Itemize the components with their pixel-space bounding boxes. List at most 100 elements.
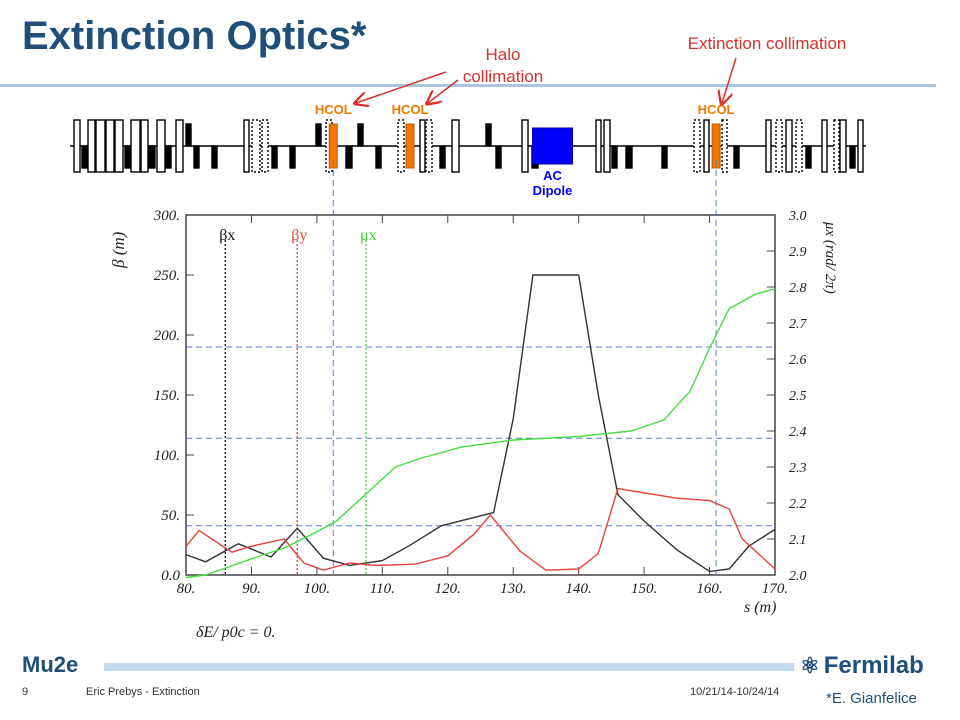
lattice-magnet-48 [805,145,812,169]
x-tick-label: 170. [762,581,788,597]
lattice-magnet-17 [251,119,261,173]
lattice-magnet-20 [289,145,296,169]
lattice-magnet-31 [485,123,492,147]
lattice-magnet-10 [156,119,166,173]
lattice-magnet-23 [345,145,353,169]
lattice-magnet-53 [857,119,864,173]
lattice-magnet-2 [87,119,96,173]
lattice-magnet-11 [165,145,172,169]
lattice-magnet-49 [821,119,828,173]
lattice-magnet-32 [495,145,502,169]
ac-dipole [531,127,573,165]
x-tick-label: 120. [435,581,461,597]
y-axis-left-label: β (m) [109,231,128,269]
lattice-magnet-33 [521,119,529,173]
x-tick-label: 140. [566,581,592,597]
lattice-magnet-50 [833,119,840,173]
lattice-magnet-44 [765,119,772,173]
lattice-magnet-6 [124,145,132,169]
lattice-magnet-21 [315,123,322,147]
collimator-2 [711,123,721,169]
footer-project: Mu2e [22,652,79,677]
lattice-magnet-24 [357,123,364,147]
lattice-magnet-27 [419,119,426,173]
y-right-tick-label: 2.3 [789,461,807,476]
collimator-label-1: HCOL [392,102,429,117]
lattice-magnet-51 [839,119,847,173]
lattice-magnet-38 [625,145,633,169]
legend-label-0: βx [219,227,235,244]
page-number: 9 [22,686,29,698]
lattice-magnet-47 [795,119,803,173]
y-right-tick-label: 3.0 [788,209,807,224]
y-axis-right-label: μx (rad/ 2π) [822,221,838,294]
lattice-magnet-8 [140,119,149,173]
lattice-magnet-19 [271,145,278,169]
y-right-tick-label: 2.7 [789,317,808,332]
credit-note: *E. Gianfelice [826,690,917,707]
lattice-magnet-41 [703,119,710,173]
y-left-tick-label: 300. [153,208,180,224]
axis-ticks: 80. 90. 100. 110. 120. 130. 140. 150. 160. 170. 0.… [153,208,808,597]
lattice-magnet-3 [95,119,106,173]
series-line-2 [185,288,776,579]
plot-area: 80. 90. 100. 110. 120. 130. 140. 150. 160. 170. 0.… [153,160,808,597]
lattice-magnet-26 [397,119,405,173]
lattice-magnet-13 [185,123,192,147]
lattice-magnet-52 [849,145,856,169]
y-left-tick-label: 200. [154,328,180,344]
y-right-tick-label: 2.0 [789,569,807,584]
x-tick-label: 100. [304,581,330,597]
lattice-magnet-46 [785,119,793,173]
lattice-magnet-1 [81,145,88,169]
lattice-magnet-18 [261,119,269,173]
y-left-tick-label: 250. [154,268,180,284]
lattice-magnet-43 [733,145,740,169]
ac-dipole-label-2: Dipole [533,183,573,198]
lattice-magnet-16 [243,119,250,173]
lattice-magnet-45 [775,119,783,173]
extinction-arrow [722,57,737,103]
lattice-magnet-37 [611,145,618,169]
y-right-tick-label: 2.5 [789,389,807,404]
footer-author: Eric Prebys - Extinction [86,686,200,698]
lattice-magnet-35 [595,119,602,173]
x-axis-label: s (m) [744,599,776,616]
y-left-tick-label: 150. [154,388,180,404]
collimator-0 [328,123,338,169]
lattice-magnet-30 [451,119,460,173]
chart-footnote: δE/ p0c = 0. [196,624,276,641]
footer-bar [104,663,794,671]
fermilab-icon: ⚛ [800,653,820,678]
lattice-magnet-28 [425,119,433,173]
slide-title: Extinction Optics* [22,14,367,58]
lattice-magnet-36 [603,119,611,173]
legend-label-1: βy [291,227,307,244]
fermilab-logo: ⚛ Fermilab [800,652,924,680]
lattice-magnet-14 [193,145,200,169]
collimator-label-0: HCOL [315,102,352,117]
lattice-magnet-0 [73,119,81,173]
ac-dipole-label-1: AC [543,168,562,183]
lattice-magnet-15 [211,145,218,169]
lattice-magnet-7 [130,119,141,173]
y-right-tick-label: 2.8 [789,281,807,296]
halo-collimation-label: Halo collimation [462,45,544,86]
y-right-tick-label: 2.1 [789,533,807,548]
series-line-0 [185,274,776,573]
collimator-1 [405,123,415,169]
y-right-tick-label: 2.4 [789,425,807,440]
curves [185,274,776,579]
reference-lines [186,160,775,575]
legend-markers: βx βy μx [219,227,377,575]
extinction-collimation-label: Extinction collimation [687,34,847,53]
x-tick-label: 80. [177,581,196,597]
x-tick-label: 130. [500,581,526,597]
lattice-magnet-29 [439,145,446,169]
legend-label-2: μx [360,227,377,244]
collimator-label-2: HCOL [698,102,735,117]
lattice-magnet-39 [661,145,668,169]
x-tick-label: 150. [631,581,657,597]
